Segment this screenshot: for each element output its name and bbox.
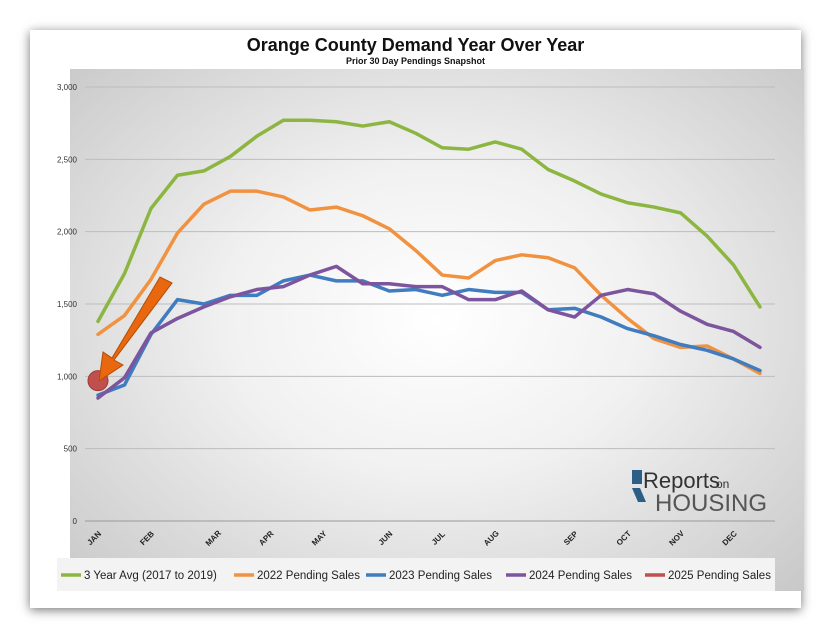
x-tick-label-sep: SEP [562,529,580,547]
y-tick-label: 2,000 [57,228,78,237]
y-tick-label: 3,000 [57,83,78,92]
legend-label-3: 2024 Pending Sales [529,570,632,582]
x-tick-label-apr: APR [257,529,275,547]
series-line-0 [96,118,762,324]
chart-title: Orange County Demand Year Over Year [246,35,585,55]
y-tick-label: 0 [73,517,78,526]
y-tick-label: 1,000 [57,372,78,381]
x-tick-label-jan: JAN [85,529,103,547]
logo-on-text: on [716,477,729,491]
x-tick-label-dec: DEC [721,529,739,547]
series-line-2 [96,273,762,397]
chart-card: Orange County Demand Year Over Year Prio… [30,30,804,608]
x-tick-label-feb: FEB [138,529,156,547]
y-tick-label: 2,500 [57,155,78,164]
chart-subtitle: Prior 30 Day Pendings Snapshot [345,56,486,66]
y-tick-label: 1,500 [57,300,78,309]
x-tick-label-jun: JUN [377,529,395,547]
x-tick-label-nov: NOV [667,528,686,547]
y-tick-label: 500 [64,445,78,454]
logo-housing-text: HOUSING [655,490,767,517]
x-tick-label-mar: MAR [204,528,223,547]
annotation-arrow [98,276,173,383]
x-tick-label-jul: JUL [430,530,447,547]
house-logo-icon [632,470,646,502]
legend-label-2: 2023 Pending Sales [389,570,492,582]
series-line-1 [96,189,762,376]
x-tick-label-aug: AUG [482,529,501,548]
series-line-3 [96,264,762,400]
x-tick-label-may: MAY [310,529,329,548]
x-tick-label-oct: OCT [615,529,633,547]
logo-reports-text: Reports [643,468,720,493]
legend-label-0: 3 Year Avg (2017 to 2019) [84,570,217,582]
plot-background [70,69,804,591]
legend-label-1: 2022 Pending Sales [257,570,360,582]
legend-label-4: 2025 Pending Sales [668,570,771,582]
